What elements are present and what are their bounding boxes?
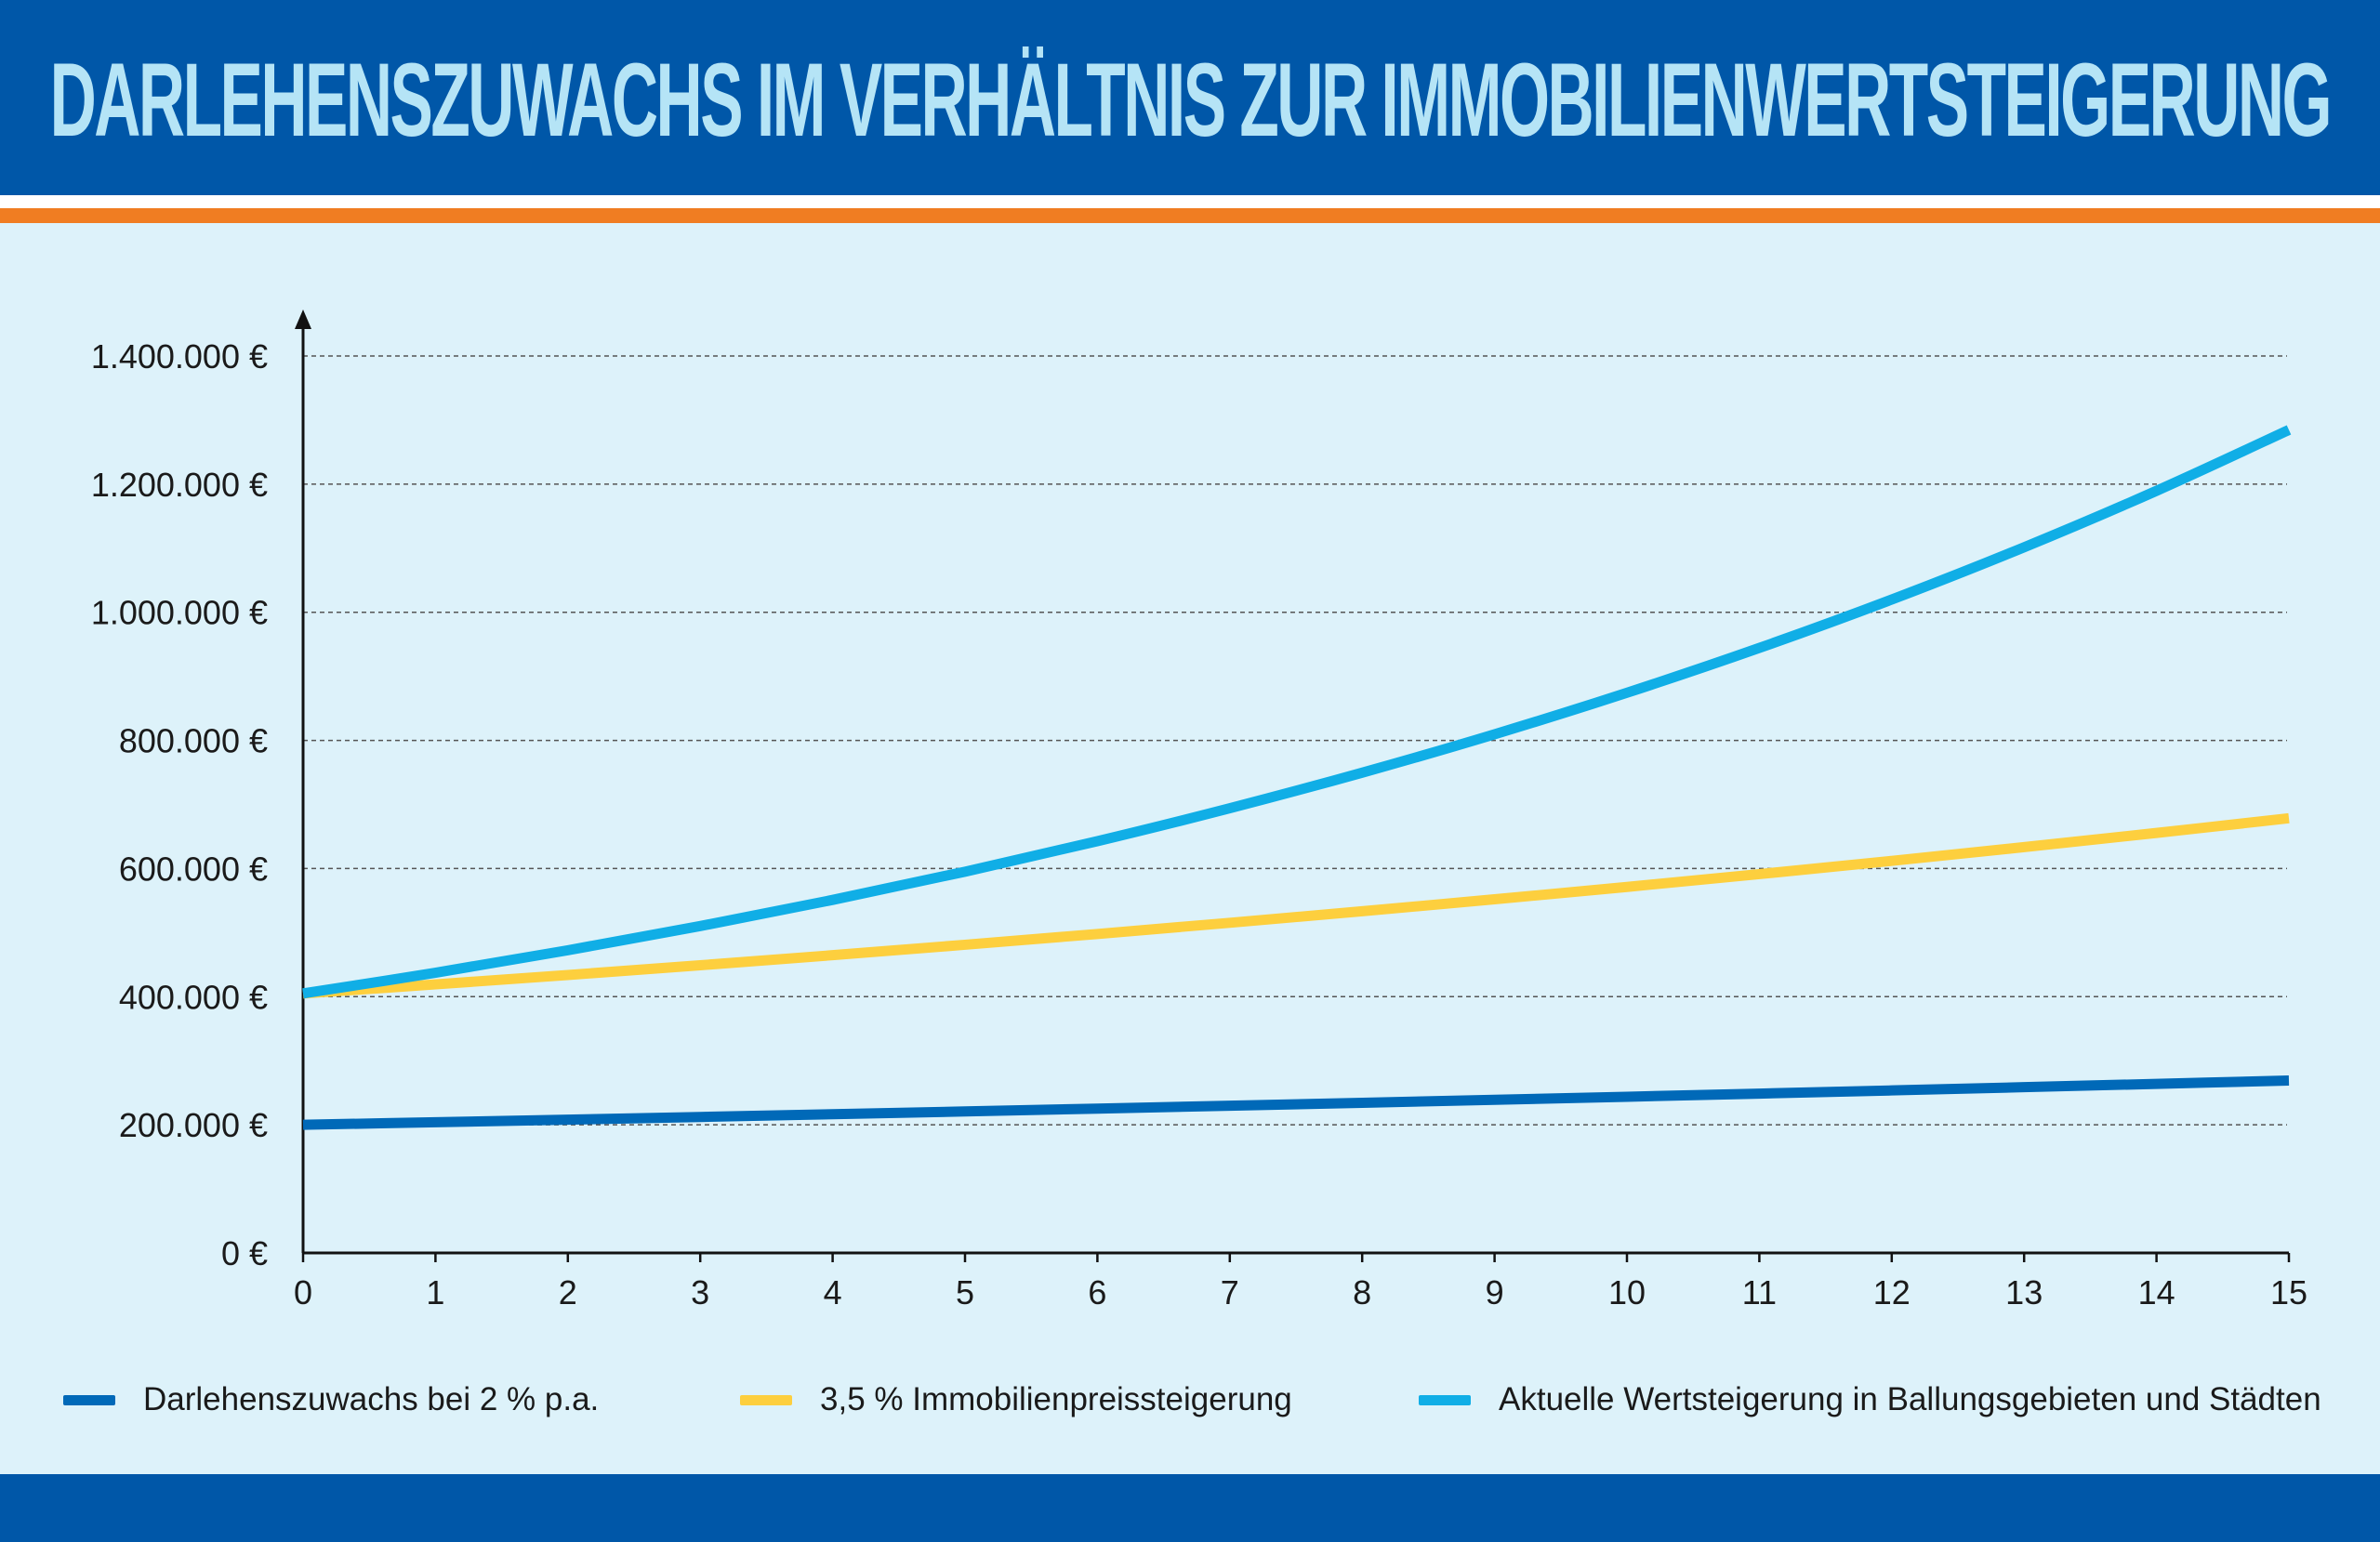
legend-swatch-yellow xyxy=(740,1394,792,1405)
legend-item-aktuelle-wertsteigerung: Aktuelle Wertsteigerung in Ballungsgebie… xyxy=(1419,1376,2321,1424)
x-tick-label: 0 xyxy=(294,1273,312,1311)
x-axis-tick-labels: 0 1 2 3 4 5 6 7 8 9 10 11 12 13 14 15 xyxy=(294,1273,2307,1311)
footer-banner xyxy=(0,1474,2380,1542)
line-chart: 0 € 200.000 € 400.000 € 600.000 € 800.000 € 1… xyxy=(91,310,2307,1311)
series-line-darlehenszuwachs xyxy=(302,1074,2290,1130)
chart-title: DARLEHENSZUWACHS IM VERHÄLTNIS ZUR IMMOB… xyxy=(49,41,2333,158)
accent-stripe xyxy=(0,208,2380,223)
y-axis-tick-labels: 0 € 200.000 € 400.000 € 600.000 € 800.000 € 1… xyxy=(91,337,268,1272)
y-tick-label: 600.000 € xyxy=(119,850,268,888)
y-axis-arrow xyxy=(295,310,311,329)
x-tick-label: 3 xyxy=(691,1273,709,1311)
y-tick-label: 200.000 € xyxy=(119,1106,268,1144)
x-tick-label: 6 xyxy=(1088,1273,1106,1311)
series-line-aktuelle-wertsteigerung xyxy=(302,425,2292,999)
legend-item-immobilienpreissteigerung: 3,5 % Immobilienpreissteigerung xyxy=(740,1376,1292,1424)
header-banner: DARLEHENSZUWACHS IM VERHÄLTNIS ZUR IMMOB… xyxy=(0,0,2380,195)
legend-swatch-dark-blue xyxy=(63,1394,115,1405)
x-tick-label: 11 xyxy=(1742,1273,1777,1311)
x-tick-label: 10 xyxy=(1608,1273,1646,1311)
y-tick-label: 1.400.000 € xyxy=(91,337,268,376)
legend-label: Aktuelle Wertsteigerung in Ballungsgebie… xyxy=(1499,1381,2321,1417)
x-tick-label: 7 xyxy=(1221,1273,1239,1311)
x-tick-label: 14 xyxy=(2138,1273,2175,1311)
legend-item-darlehenszuwachs: Darlehenszuwachs bei 2 % p.a. xyxy=(63,1376,599,1424)
legend-swatch-light-blue xyxy=(1419,1394,1471,1405)
legend-label: 3,5 % Immobilienpreissteigerung xyxy=(820,1381,1292,1417)
series-lines xyxy=(302,425,2292,1130)
x-tick-label: 15 xyxy=(2270,1273,2307,1311)
y-tick-label: 0 € xyxy=(221,1234,268,1272)
grid-lines xyxy=(303,355,2287,1126)
x-tick-label: 2 xyxy=(559,1273,577,1311)
series-line-immobilienpreissteigerung xyxy=(302,812,2290,999)
x-tick-label: 4 xyxy=(824,1273,842,1311)
y-tick-label: 1.200.000 € xyxy=(91,466,268,504)
axes xyxy=(295,310,2291,1262)
y-tick-label: 800.000 € xyxy=(119,722,268,760)
x-tick-label: 8 xyxy=(1353,1273,1371,1311)
header-divider xyxy=(0,195,2380,208)
x-tick-label: 1 xyxy=(426,1273,444,1311)
y-tick-label: 400.000 € xyxy=(119,978,268,1016)
x-tick-label: 13 xyxy=(2005,1273,2043,1311)
legend-label: Darlehenszuwachs bei 2 % p.a. xyxy=(143,1381,600,1417)
x-tick-label: 9 xyxy=(1486,1273,1504,1311)
x-tick-label: 5 xyxy=(956,1273,974,1311)
x-tick-label: 12 xyxy=(1873,1273,1911,1311)
y-tick-label: 1.000.000 € xyxy=(91,594,268,632)
